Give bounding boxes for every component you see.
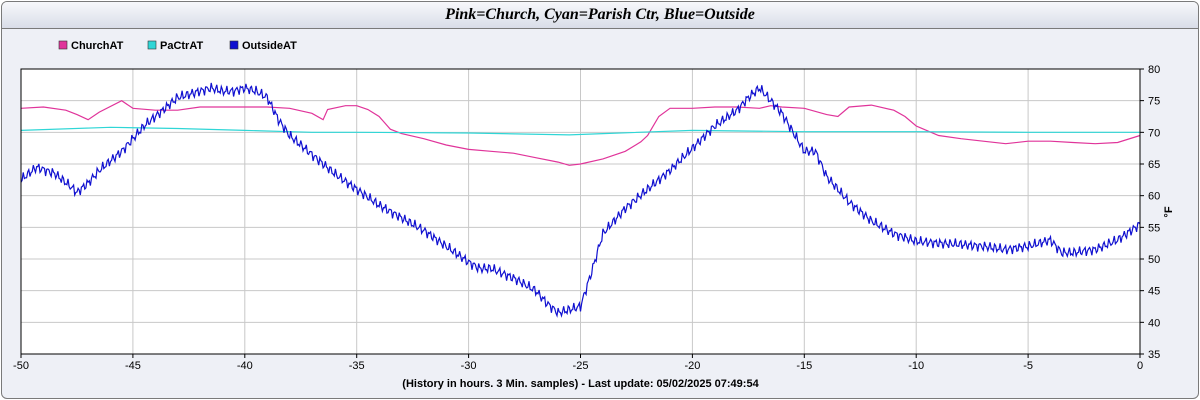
legend-swatch-pactrat xyxy=(147,40,157,50)
y-tick-label: 45 xyxy=(1148,286,1160,298)
title-bar: Pink=Church, Cyan=Parish Ctr, Blue=Outsi… xyxy=(2,2,1198,29)
x-tick-label: -10 xyxy=(908,360,924,372)
legend-swatch-outsideat xyxy=(229,40,239,50)
y-tick-label: 75 xyxy=(1148,96,1160,108)
y-tick-label: 50 xyxy=(1148,254,1160,266)
y-axis-label: °F xyxy=(1163,206,1175,217)
x-tick-label: -50 xyxy=(13,360,29,372)
x-tick-label: -45 xyxy=(125,360,141,372)
x-axis-label: (History in hours. 3 Min. samples) - Las… xyxy=(402,378,759,390)
y-tick-label: 55 xyxy=(1148,222,1160,234)
x-tick-label: -25 xyxy=(573,360,589,372)
legend-label-outsideat: OutsideAT xyxy=(242,40,297,52)
x-tick-label: -35 xyxy=(349,360,365,372)
y-tick-label: 60 xyxy=(1148,191,1160,203)
y-tick-label: 70 xyxy=(1148,127,1160,139)
legend-label-pactrat: PaCtrAT xyxy=(160,40,203,52)
series-line-pactrat xyxy=(20,126,1140,136)
series-lines xyxy=(20,82,1141,318)
series-line-outsideat xyxy=(20,82,1141,318)
series-line-churchat xyxy=(20,100,1141,166)
y-tick-label: 35 xyxy=(1148,349,1160,361)
x-tick-label: -30 xyxy=(461,360,477,372)
legend: ChurchAT PaCtrAT OutsideAT xyxy=(58,40,297,52)
y-tick-label: 65 xyxy=(1148,159,1160,171)
x-tick-label: -20 xyxy=(684,360,700,372)
x-tick-label: -40 xyxy=(237,360,253,372)
y-axis: 35 40 45 50 55 60 65 70 75 80 xyxy=(1140,64,1160,361)
legend-swatch-churchat xyxy=(58,40,68,50)
x-tick-label: 0 xyxy=(1137,360,1143,372)
chart-title: Pink=Church, Cyan=Parish Ctr, Blue=Outsi… xyxy=(445,6,755,23)
x-tick-label: -5 xyxy=(1023,360,1033,372)
y-tick-label: 80 xyxy=(1148,64,1160,76)
legend-label-churchat: ChurchAT xyxy=(71,40,124,52)
x-axis: -50 -45 -40 -35 -30 -25 -20 -15 -10 -5 0 xyxy=(13,354,1143,372)
y-tick-label: 40 xyxy=(1148,317,1160,329)
grid-lines xyxy=(20,68,1141,355)
x-tick-label: -15 xyxy=(796,360,812,372)
